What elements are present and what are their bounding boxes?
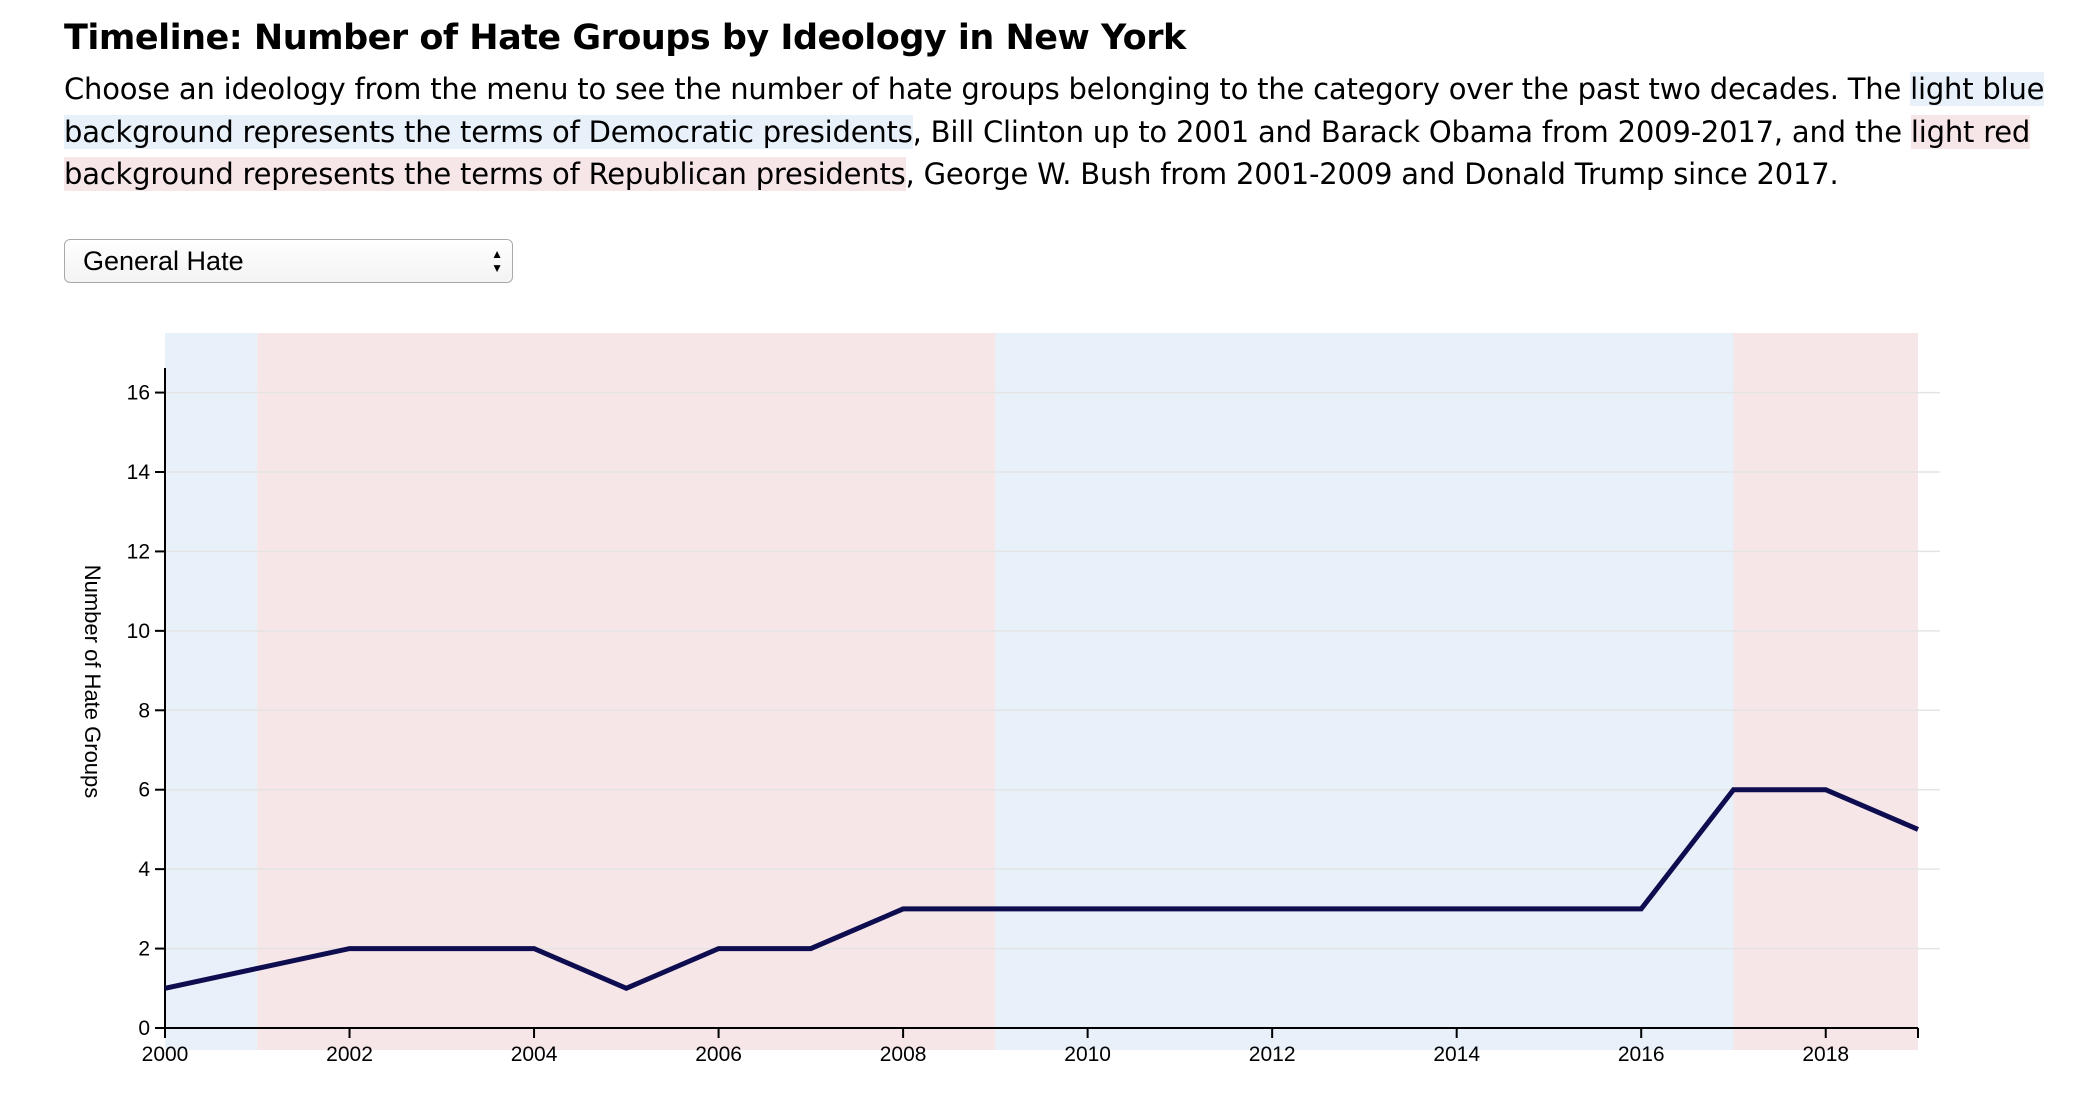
x-tick-label-2002: 2002: [326, 1043, 373, 1066]
y-tick-label-14: 14: [127, 461, 151, 484]
y-tick-label-2: 2: [138, 938, 150, 961]
y-tick-label-10: 10: [127, 620, 150, 643]
y-tick-label-12: 12: [127, 540, 150, 563]
intro-paragraph: Choose an ideology from the menu to see …: [64, 68, 2064, 196]
x-tick-label-2012: 2012: [1249, 1043, 1296, 1066]
series-line-0: [164, 787, 1919, 992]
x-tick-label-2016: 2016: [1618, 1043, 1665, 1066]
x-tick-label-2018: 2018: [1802, 1043, 1849, 1066]
intro-text-3: , George W. Bush from 2001-2009 and Dona…: [905, 157, 1839, 191]
ideology-select[interactable]: General Hate ▲ ▼: [64, 239, 513, 283]
ideology-select-value: General Hate: [83, 246, 244, 276]
y-axis-label: Number of Hate Groups: [80, 565, 105, 799]
y-tick-label-4: 4: [138, 858, 150, 881]
y-tick-label-0: 0: [138, 1017, 150, 1040]
x-tick-label-2010: 2010: [1064, 1043, 1111, 1066]
term-band-democratic-2: [995, 333, 1734, 1050]
page-title: Timeline: Number of Hate Groups by Ideol…: [64, 18, 1186, 58]
x-tick-label-2014: 2014: [1433, 1043, 1480, 1066]
x-tick-label-2004: 2004: [511, 1043, 558, 1066]
x-tick-label-2000: 2000: [142, 1043, 189, 1066]
x-tick-label-2006: 2006: [695, 1043, 742, 1066]
intro-text-1: Choose an ideology from the menu to see …: [64, 72, 1911, 106]
intro-text-2: , Bill Clinton up to 2001 and Barack Oba…: [912, 114, 1911, 149]
term-band-republican-1: [257, 333, 996, 1050]
y-tick-label-16: 16: [127, 382, 150, 405]
term-band-republican-3: [1733, 333, 1918, 1050]
term-band-democratic-0: [165, 333, 258, 1050]
updown-arrows-icon: ▲ ▼: [491, 247, 503, 275]
y-tick-label-8: 8: [138, 699, 150, 722]
y-tick-label-6: 6: [138, 779, 150, 802]
x-tick-label-2008: 2008: [880, 1043, 927, 1066]
